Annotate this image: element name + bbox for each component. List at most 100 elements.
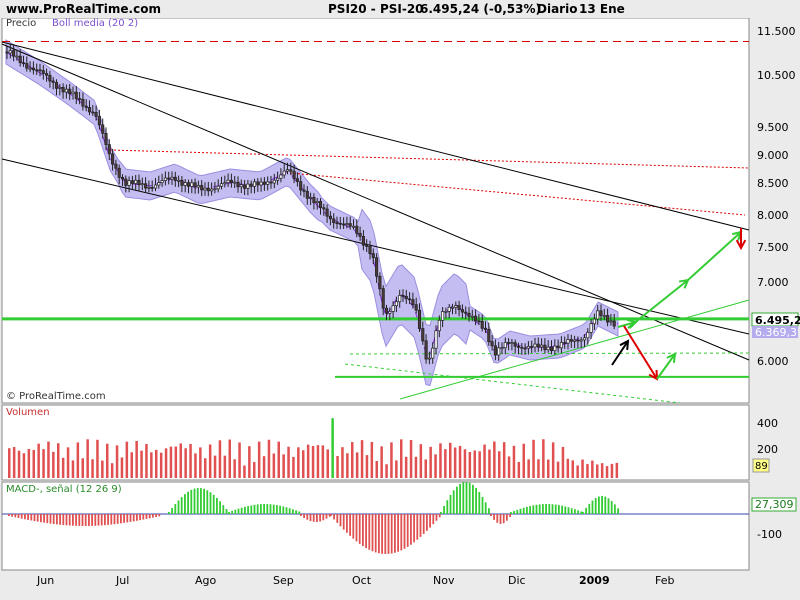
candle-body: [606, 315, 610, 323]
candle-body: [431, 347, 435, 359]
macd-bar: [298, 511, 301, 514]
macd-bar: [228, 512, 230, 514]
volume-bar: [194, 453, 197, 478]
macd-bar: [46, 514, 49, 524]
macd-bar: [78, 514, 81, 526]
volume-bar: [213, 455, 217, 478]
volume-bar: [22, 453, 26, 478]
macd-bar: [91, 514, 93, 526]
candle-body: [137, 179, 141, 186]
volume-bar: [566, 458, 570, 478]
macd-bar: [548, 504, 551, 514]
candle-body: [87, 107, 92, 113]
price-tick: 9.000: [757, 149, 789, 162]
macd-bar: [285, 507, 288, 514]
volume-bar: [174, 446, 178, 478]
candle-body: [130, 180, 134, 184]
macd-bar: [446, 500, 449, 514]
volume-bar: [189, 443, 192, 478]
candle-body: [516, 345, 521, 348]
candle-body: [140, 183, 144, 186]
macd-bar: [510, 512, 512, 514]
candle-body: [292, 170, 296, 180]
candle-body: [467, 312, 471, 317]
macd-bar: [419, 514, 422, 537]
macd-bar: [435, 514, 438, 521]
macd-bar: [551, 504, 554, 514]
candle-body: [371, 253, 375, 259]
candle-body: [246, 183, 250, 189]
candle-body: [285, 169, 290, 172]
macd-bar: [526, 506, 528, 514]
macd-bar: [570, 508, 573, 514]
candle-body: [437, 320, 441, 332]
volume-bar: [419, 444, 423, 478]
macd-bar: [440, 512, 442, 514]
macd-bar: [509, 514, 511, 518]
macd-bar: [574, 509, 576, 514]
candle-body: [25, 63, 29, 69]
volume-bar: [449, 442, 452, 478]
candle-body: [328, 215, 332, 220]
volume-bar: [498, 451, 501, 478]
macd-bar: [282, 506, 285, 514]
candle-body: [186, 182, 191, 187]
volume-bar: [262, 456, 266, 478]
boll-indicator-label: Boll media (20 2): [52, 18, 138, 29]
macd-bar: [123, 514, 125, 523]
volume-bar: [542, 439, 545, 478]
watermark: © ProRealTime.com: [6, 391, 106, 402]
macd-bar: [250, 505, 253, 514]
candle-body: [398, 295, 402, 303]
volume-bar: [395, 460, 398, 478]
volume-bar: [37, 443, 40, 478]
macd-bar: [222, 505, 225, 514]
candle-body: [289, 169, 293, 172]
candle-body: [124, 178, 128, 186]
candle-body: [464, 311, 468, 314]
volume-bar: [512, 445, 516, 478]
macd-bar: [567, 507, 570, 514]
candle-body: [219, 183, 224, 187]
macd-bar: [237, 508, 240, 514]
arrow-green-rebound-head: [666, 352, 677, 364]
macd-bar: [62, 514, 65, 526]
macd-bar: [378, 514, 380, 554]
candle-body: [163, 177, 167, 181]
quote-value: 6.495,24 (-0,53%): [420, 2, 541, 16]
candle-body: [414, 304, 418, 311]
candle-body: [450, 306, 455, 309]
candle-body: [71, 91, 75, 95]
candle-body: [213, 188, 217, 191]
candle-body: [147, 187, 151, 189]
candle-body: [345, 223, 349, 225]
volume-bar: [179, 443, 182, 478]
site-name[interactable]: www.ProRealTime.com: [6, 2, 161, 16]
macd-bar: [614, 504, 616, 514]
volume-bar: [556, 461, 560, 478]
macd-bar: [397, 514, 399, 552]
macd-bar: [577, 510, 579, 514]
volume-bar: [47, 441, 50, 478]
macd-bar: [142, 514, 145, 520]
macd-bar: [426, 514, 428, 531]
boll-tag: [752, 326, 798, 338]
volume-bar: [507, 456, 511, 478]
macd-bar: [113, 514, 116, 525]
macd-bar: [253, 504, 256, 514]
macd-bar: [506, 514, 508, 521]
volume-bar: [66, 447, 70, 478]
candle-body: [144, 183, 148, 189]
x-tick-ago: Ago: [195, 574, 217, 587]
macd-bar: [209, 492, 212, 514]
macd-bar: [325, 514, 328, 519]
macd-bar: [475, 487, 477, 514]
macd-bar: [168, 512, 170, 514]
macd-bar: [319, 514, 321, 522]
instrument-name: PSI20 - PSI-20: [328, 2, 424, 16]
macd-tick: -100: [757, 528, 782, 541]
volume-bar: [297, 447, 300, 478]
macd-bar: [97, 514, 100, 526]
candle-body: [282, 170, 286, 176]
candle-body: [193, 182, 197, 188]
